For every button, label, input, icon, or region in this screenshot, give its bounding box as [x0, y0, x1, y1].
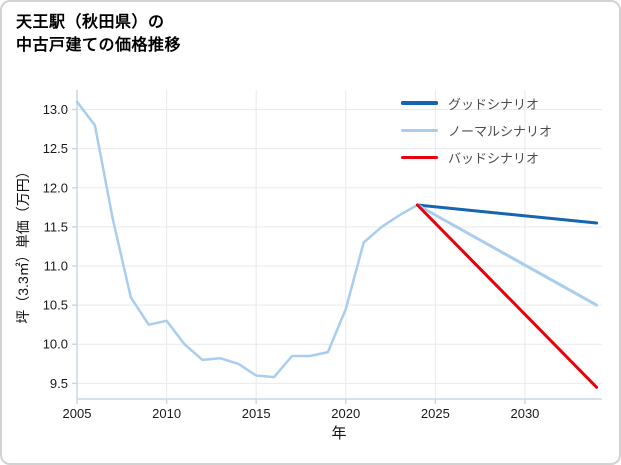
legend-line-good-icon: [401, 101, 438, 105]
legend-line-normal-icon: [401, 128, 438, 132]
y-tick-label: 12.5: [43, 141, 68, 156]
x-tick-label: 2015: [242, 406, 271, 421]
x-tick-label: 2010: [152, 406, 181, 421]
x-tick-label: 2030: [510, 406, 539, 421]
y-tick-label: 9.5: [50, 376, 68, 391]
legend-label-good: グッドシナリオ: [448, 96, 540, 112]
series-line-historical: [75, 100, 419, 379]
x-tick-label: 2020: [331, 406, 360, 421]
y-tick-label: 10.0: [43, 337, 68, 352]
legend-item-bad: バッドシナリオ: [401, 148, 552, 166]
y-tick-label: 12.0: [43, 180, 68, 195]
y-axis-label: 坪（3.3㎡）単価（万円）: [15, 164, 31, 324]
series-line-normal: [415, 203, 599, 307]
legend-line-bad-icon: [401, 155, 438, 159]
legend-item-good: グッドシナリオ: [401, 94, 552, 112]
x-axis-label: 年: [331, 425, 347, 442]
y-tick-label: 13.0: [43, 102, 68, 117]
y-tick-label: 10.5: [43, 298, 68, 313]
chart-title: 天王駅（秋田県）の 中古戸建ての価格推移: [16, 11, 181, 57]
legend: グッドシナリオ ノーマルシナリオ バッドシナリオ: [401, 94, 552, 166]
y-tick-label: 11.0: [44, 259, 68, 274]
y-tick-label: 11.5: [44, 219, 68, 234]
legend-label-bad: バッドシナリオ: [448, 150, 540, 166]
x-tick-label: 2005: [63, 406, 92, 421]
x-tick-label: 2025: [421, 406, 450, 421]
chart-title-line1: 天王駅（秋田県）の: [16, 14, 165, 31]
legend-label-normal: ノーマルシナリオ: [448, 123, 553, 139]
legend-item-normal: ノーマルシナリオ: [401, 121, 552, 139]
chart-title-line2: 中古戸建ての価格推移: [16, 37, 182, 55]
series-line-good: [415, 203, 599, 225]
series-line-bad: [415, 203, 599, 389]
